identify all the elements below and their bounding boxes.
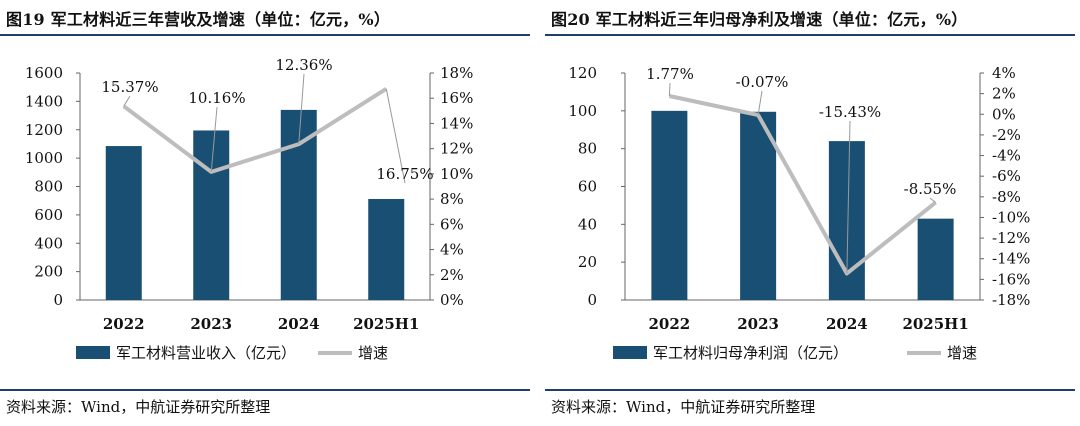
profit-chart: 0 20 40 60 80 100 120 -18% -16% -14% -12% -10% -8% -6… [568,64,1030,362]
data-label: -8.55% [904,180,957,198]
bar [917,218,954,300]
bar [193,130,230,300]
y-tick-label-right: -10% [992,208,1030,226]
y-tick-label-right: 4% [440,241,464,259]
data-label: 16.75% [376,165,433,183]
legend-bar-label: 军工材料归母净利润（亿元） [653,344,848,362]
x-tick-label: 2023 [737,315,779,333]
y-tick-label-right: -18% [992,291,1030,309]
data-label: 15.37% [101,78,158,96]
x-tick-label: 2025H1 [353,315,419,333]
source-note: 资料来源：Wind，中航证券研究所整理 [551,398,816,416]
y-tick-label-left: 80 [578,140,597,158]
y-tick-label-right: -2% [992,126,1021,144]
y-tick-label-left: 400 [34,234,63,252]
y-tick-label-left: 0 [53,291,63,309]
y-tick-label-right: 16% [440,89,473,107]
y-tick-label-right: 0% [440,291,464,309]
chart-title: 图19 军工材料近三年营收及增速（单位：亿元，%） [6,10,391,29]
legend-line-label: 增速 [358,344,388,362]
y-tick-label-right: -8% [992,188,1021,206]
y-tick-label-left: 0 [587,291,597,309]
y-tick-label-left: 1600 [25,64,63,82]
bar [368,198,405,300]
title-rule [0,34,530,36]
growth-line [668,94,937,276]
y-tick-label-right: 12% [440,140,473,158]
data-label-leader [298,73,305,145]
data-label-leader [668,82,671,97]
bar [651,110,688,300]
y-tick-label-left: 1200 [25,121,63,139]
bar [105,146,142,300]
source-note: 资料来源：Wind，中航证券研究所整理 [6,398,271,416]
y-tick-label-right: -4% [992,147,1021,165]
data-label-leader [385,88,406,184]
data-label: 1.77% [646,65,694,83]
y-tick-label-right: 0% [992,105,1016,123]
chart-title: 图20 军工材料近三年归母净利及增速（单位：亿元，%） [551,10,968,29]
y-tick-label-left: 60 [578,178,597,196]
x-tick-label: 2022 [103,315,145,333]
x-tick-label: 2022 [649,315,691,333]
x-tick-label: 2024 [278,315,320,333]
legend-bar-label: 军工材料营业收入（亿元） [116,344,296,362]
title-rule [545,34,1075,36]
bar [828,141,865,300]
bar [740,111,777,300]
revenue-chart: 0 200 400 600 800 1000 1200 1400 1600 0% 2% 4% 6% 8% 1… [25,56,474,362]
x-tick-label: 2025H1 [902,315,968,333]
y-tick-label-right: 6% [440,215,464,233]
y-tick-label-left: 120 [568,64,597,82]
y-tick-label-right: 8% [440,190,464,208]
data-label: -0.07% [736,73,789,91]
y-tick-label-right: -14% [992,250,1030,268]
y-tick-label-left: 600 [34,206,63,224]
y-tick-label-right: 2% [992,85,1016,103]
x-tick-label: 2024 [826,315,868,333]
y-tick-label-left: 1400 [25,92,63,110]
data-label: 12.36% [275,56,332,74]
y-tick-label-left: 20 [578,253,597,271]
x-tick-label: 2023 [190,315,232,333]
y-tick-label-left: 800 [34,178,63,196]
data-label-leader [846,120,851,274]
y-tick-label-right: 2% [440,266,464,284]
y-tick-label-right: 14% [440,114,473,132]
y-tick-label-right: 4% [992,64,1016,82]
y-tick-label-right: -6% [992,167,1021,185]
source-rule [545,389,1075,391]
y-tick-label-right: -16% [992,270,1030,288]
legend-bar-swatch [613,346,647,359]
data-label: -15.43% [819,103,881,121]
data-label-leader [210,106,218,172]
data-label-leader [757,90,763,116]
y-tick-label-left: 1000 [25,149,63,167]
y-tick-label-right: 18% [440,64,473,82]
legend-bar-swatch [76,346,110,359]
chart-panel-profit: 图20 军工材料近三年归母净利及增速（单位：亿元，%） 0 20 40 60 80 100… [545,0,1075,426]
y-tick-label-right: -12% [992,229,1030,247]
y-tick-label-right: 10% [440,165,473,183]
legend-line-label: 增速 [947,344,977,362]
growth-line [122,87,388,174]
chart-panel-revenue: 图19 军工材料近三年营收及增速（单位：亿元，%） 0 200 400 600 800 1… [0,0,530,426]
y-tick-label-left: 40 [578,215,597,233]
data-label-leader [123,95,131,107]
source-rule [0,389,530,391]
data-label: 10.16% [188,89,245,107]
y-tick-label-left: 200 [34,263,63,281]
y-tick-label-left: 100 [568,102,597,120]
data-label-leader [929,197,936,203]
